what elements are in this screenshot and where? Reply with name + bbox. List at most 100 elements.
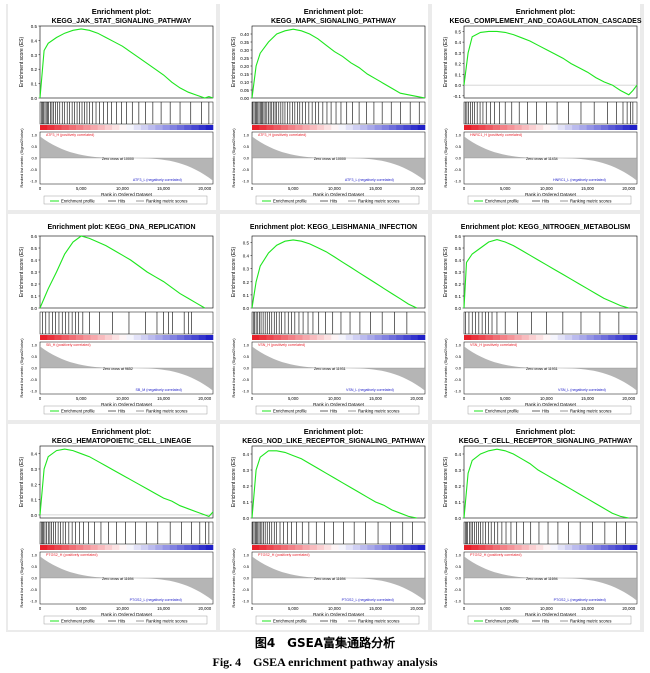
rank-gradient-segment — [162, 335, 171, 340]
rank-gradient-segment — [119, 125, 127, 130]
positive-correlation-label: HNRC1_H (positively correlated) — [470, 133, 522, 137]
rank-gradient-segment — [169, 335, 178, 340]
es-y-tick-label: 0.2 — [243, 484, 250, 489]
metric-y-tick-label: 0.5 — [455, 354, 461, 359]
es-y-tick-label: 0.2 — [243, 280, 250, 285]
es-y-tick-label: 0.25 — [240, 56, 249, 61]
rank-gradient-segment — [140, 125, 149, 130]
rank-gradient-segment — [417, 335, 426, 340]
legend-enrichment-profile: Enrichment profile — [485, 199, 519, 204]
rank-gradient-segment — [374, 335, 383, 340]
es-y-label: Enrichment score (ES) — [231, 247, 237, 298]
zero-cross-label: Zero cross at 11434 — [526, 157, 558, 161]
panel-title-top: Enrichment plot: — [516, 427, 576, 436]
x-tick-label: 10,000 — [540, 606, 553, 611]
es-y-tick-label: 0.5 — [31, 24, 38, 29]
rank-gradient-segment — [500, 125, 508, 130]
rank-gradient-segment — [155, 545, 163, 550]
rank-gradient-segment — [198, 545, 207, 550]
positive-correlation-label: PTGS2_H (positively correlated) — [46, 553, 98, 557]
rank-gradient-segment — [374, 125, 383, 130]
rank-gradient-segment — [396, 545, 404, 550]
rank-gradient-segment — [622, 125, 631, 130]
metric-y-tick-label: -0.5 — [454, 377, 462, 382]
rank-gradient-segment — [61, 335, 70, 340]
es-y-tick-label: 0.2 — [455, 62, 462, 67]
es-y-tick-label: 0.1 — [243, 293, 250, 298]
metric-y-tick-label: -0.5 — [30, 587, 38, 592]
panel-title: KEGG_JAK_STAT_SIGNALING_PATHWAY — [52, 18, 192, 25]
rank-gradient-segment — [521, 125, 530, 130]
figure-caption-chinese: 图4 GSEA富集通路分析 — [254, 636, 396, 650]
rank-gradient-segment — [316, 545, 325, 550]
rank-gradient-segment — [464, 335, 472, 340]
metric-y-label: Ranked list metric (Signal2Noise) — [231, 128, 236, 188]
rank-gradient-segment — [288, 125, 296, 130]
es-y-tick-label: 0.2 — [31, 482, 38, 487]
es-y-tick-label: 0.1 — [31, 498, 38, 503]
rank-gradient-segment — [507, 545, 515, 550]
rank-gradient-segment — [47, 545, 55, 550]
hits-frame — [39, 311, 214, 335]
rank-gradient-segment — [280, 545, 289, 550]
rank-gradient-segment — [417, 125, 426, 130]
es-plot-frame — [251, 25, 426, 99]
x-tick-label: 20,000 — [198, 606, 211, 611]
rank-gradient-segment — [309, 335, 318, 340]
rank-gradient-segment — [403, 335, 411, 340]
rank-gradient-segment — [500, 545, 508, 550]
rank-gradient-segment — [345, 125, 354, 130]
rank-gradient-segment — [140, 335, 149, 340]
rank-gradient-segment — [316, 335, 325, 340]
rank-gradient-segment — [112, 545, 120, 550]
es-y-label: Enrichment score (ES) — [443, 247, 449, 298]
rank-gradient-segment — [410, 125, 419, 130]
metric-y-tick-label: 0.5 — [31, 354, 37, 359]
x-tick-label: 15,000 — [581, 606, 594, 611]
rank-gradient-segment — [331, 125, 339, 130]
rank-gradient-segment — [176, 335, 185, 340]
rank-gradient-segment — [140, 545, 149, 550]
rank-gradient-segment — [367, 545, 375, 550]
rank-gradient-segment — [97, 125, 106, 130]
rank-gradient-segment — [403, 125, 411, 130]
rank-gradient-segment — [593, 545, 602, 550]
rank-gradient-segment — [331, 335, 339, 340]
rank-gradient-segment — [273, 545, 282, 550]
rank-gradient-segment — [90, 125, 98, 130]
zero-cross-label: Zero cross at 11931 — [314, 367, 346, 371]
x-tick-label: 15,000 — [369, 186, 382, 191]
rank-gradient-segment — [528, 335, 537, 340]
metric-y-label: Ranked list metric (Signal2Noise) — [19, 128, 24, 188]
gsea-panel-9: Enrichment plot: KEGG_T_CELL_RECEPTOR_SIG… — [432, 424, 640, 630]
es-y-tick-label: 0.20 — [240, 64, 249, 69]
rank-gradient-segment — [367, 335, 375, 340]
metric-y-tick-label: 1.0 — [31, 343, 37, 348]
x-tick-label: 0 — [39, 606, 42, 611]
rank-gradient-segment — [579, 125, 587, 130]
rank-gradient-segment — [104, 545, 113, 550]
enrichment-curve — [463, 239, 629, 309]
x-tick-label: 20,000 — [410, 396, 423, 401]
rank-gradient-segment — [345, 335, 354, 340]
rank-gradient-segment — [572, 335, 580, 340]
x-tick-label: 5,000 — [500, 186, 511, 191]
rank-gradient-segment — [471, 545, 479, 550]
rank-gradient-segment — [564, 545, 573, 550]
es-y-tick-label: 0.5 — [243, 241, 250, 246]
rank-gradient-segment — [112, 335, 120, 340]
rank-gradient-segment — [68, 125, 77, 130]
ranking-metric-area — [464, 346, 637, 391]
rank-gradient-segment — [360, 125, 368, 130]
metric-y-tick-label: 0.5 — [455, 564, 461, 569]
es-y-tick-label: 0.4 — [31, 38, 38, 43]
metric-y-tick-label: 0.5 — [31, 144, 37, 149]
es-y-tick-label: 0.30 — [240, 48, 249, 53]
rank-gradient-segment — [126, 545, 135, 550]
rank-gradient-segment — [352, 125, 361, 130]
x-axis-label: Rank in Ordered Dataset — [525, 402, 577, 407]
enrichment-curve — [463, 30, 638, 96]
rank-gradient-segment — [478, 335, 486, 340]
legend-enrichment-profile: Enrichment profile — [273, 619, 307, 624]
es-y-tick-label: 0.1 — [455, 294, 462, 299]
